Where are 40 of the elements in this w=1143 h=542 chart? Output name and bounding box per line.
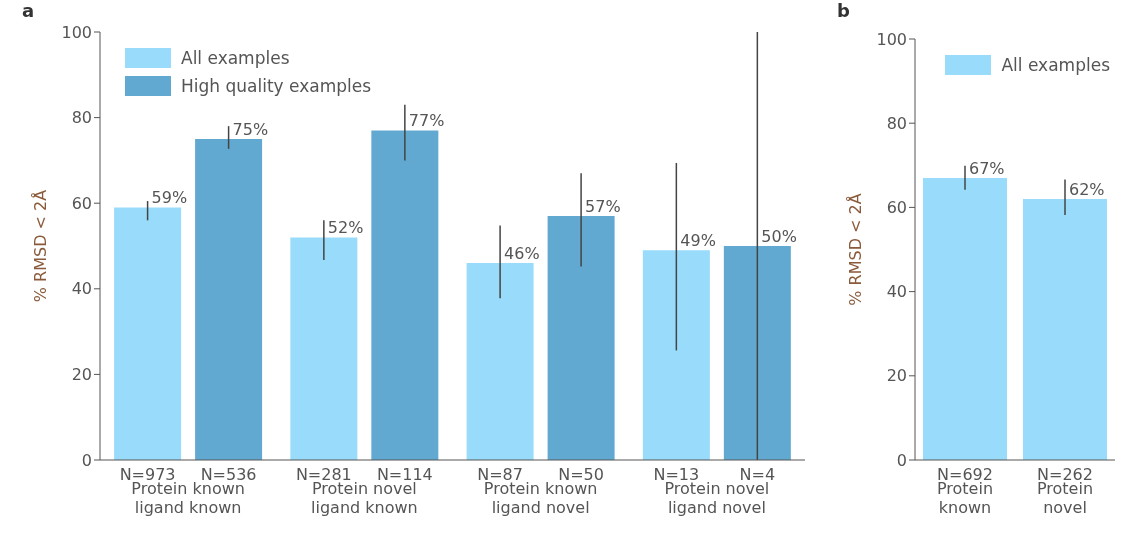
x-tick-label: Protein known: [936, 479, 994, 517]
y-tick-label: 80: [886, 113, 907, 133]
bar: [195, 139, 263, 460]
y-tick-label: 40: [71, 279, 92, 299]
data-label: 52%: [327, 218, 364, 238]
y-tick-label: 20: [886, 366, 907, 386]
data-label: 67%: [969, 158, 1005, 178]
data-label: 57%: [585, 197, 621, 217]
y-tick-label: 100: [61, 22, 92, 42]
legend-label: All examples: [181, 48, 290, 68]
y-axis-title: % RMSD < 2Å: [30, 189, 50, 303]
chart-title: a: [22, 0, 35, 21]
bar: [290, 237, 358, 460]
x-tick-label: Protein novel: [1036, 479, 1094, 517]
bar: [547, 216, 615, 460]
y-tick-label: 100: [876, 29, 907, 49]
bar: [114, 207, 182, 460]
bar: [466, 263, 534, 460]
bar: [371, 130, 439, 460]
y-tick-label: 60: [71, 193, 92, 213]
data-label: 75%: [232, 120, 269, 139]
data-label: 49%: [680, 231, 716, 251]
data-label: 50%: [761, 227, 797, 246]
bar: [723, 246, 791, 460]
legend-label: High quality examples: [181, 76, 372, 96]
data-label: 77%: [408, 111, 445, 131]
y-tick-label: 40: [886, 282, 907, 302]
data-label: 59%: [151, 188, 188, 208]
bar: [642, 250, 710, 460]
x-tick-label: Protein novel ligand novel: [664, 479, 770, 517]
data-label: 46%: [504, 244, 540, 264]
y-axis-title: % RMSD < 2Å: [845, 193, 865, 306]
y-tick-label: 0: [896, 450, 907, 470]
y-tick-label: 20: [71, 365, 92, 385]
data-label: 62%: [1069, 179, 1105, 199]
y-tick-label: 0: [81, 450, 92, 470]
legend-label: All examples: [1001, 55, 1110, 75]
y-tick-label: 60: [886, 198, 907, 218]
y-tick-label: 80: [71, 108, 92, 128]
chart-title: b: [837, 0, 850, 21]
